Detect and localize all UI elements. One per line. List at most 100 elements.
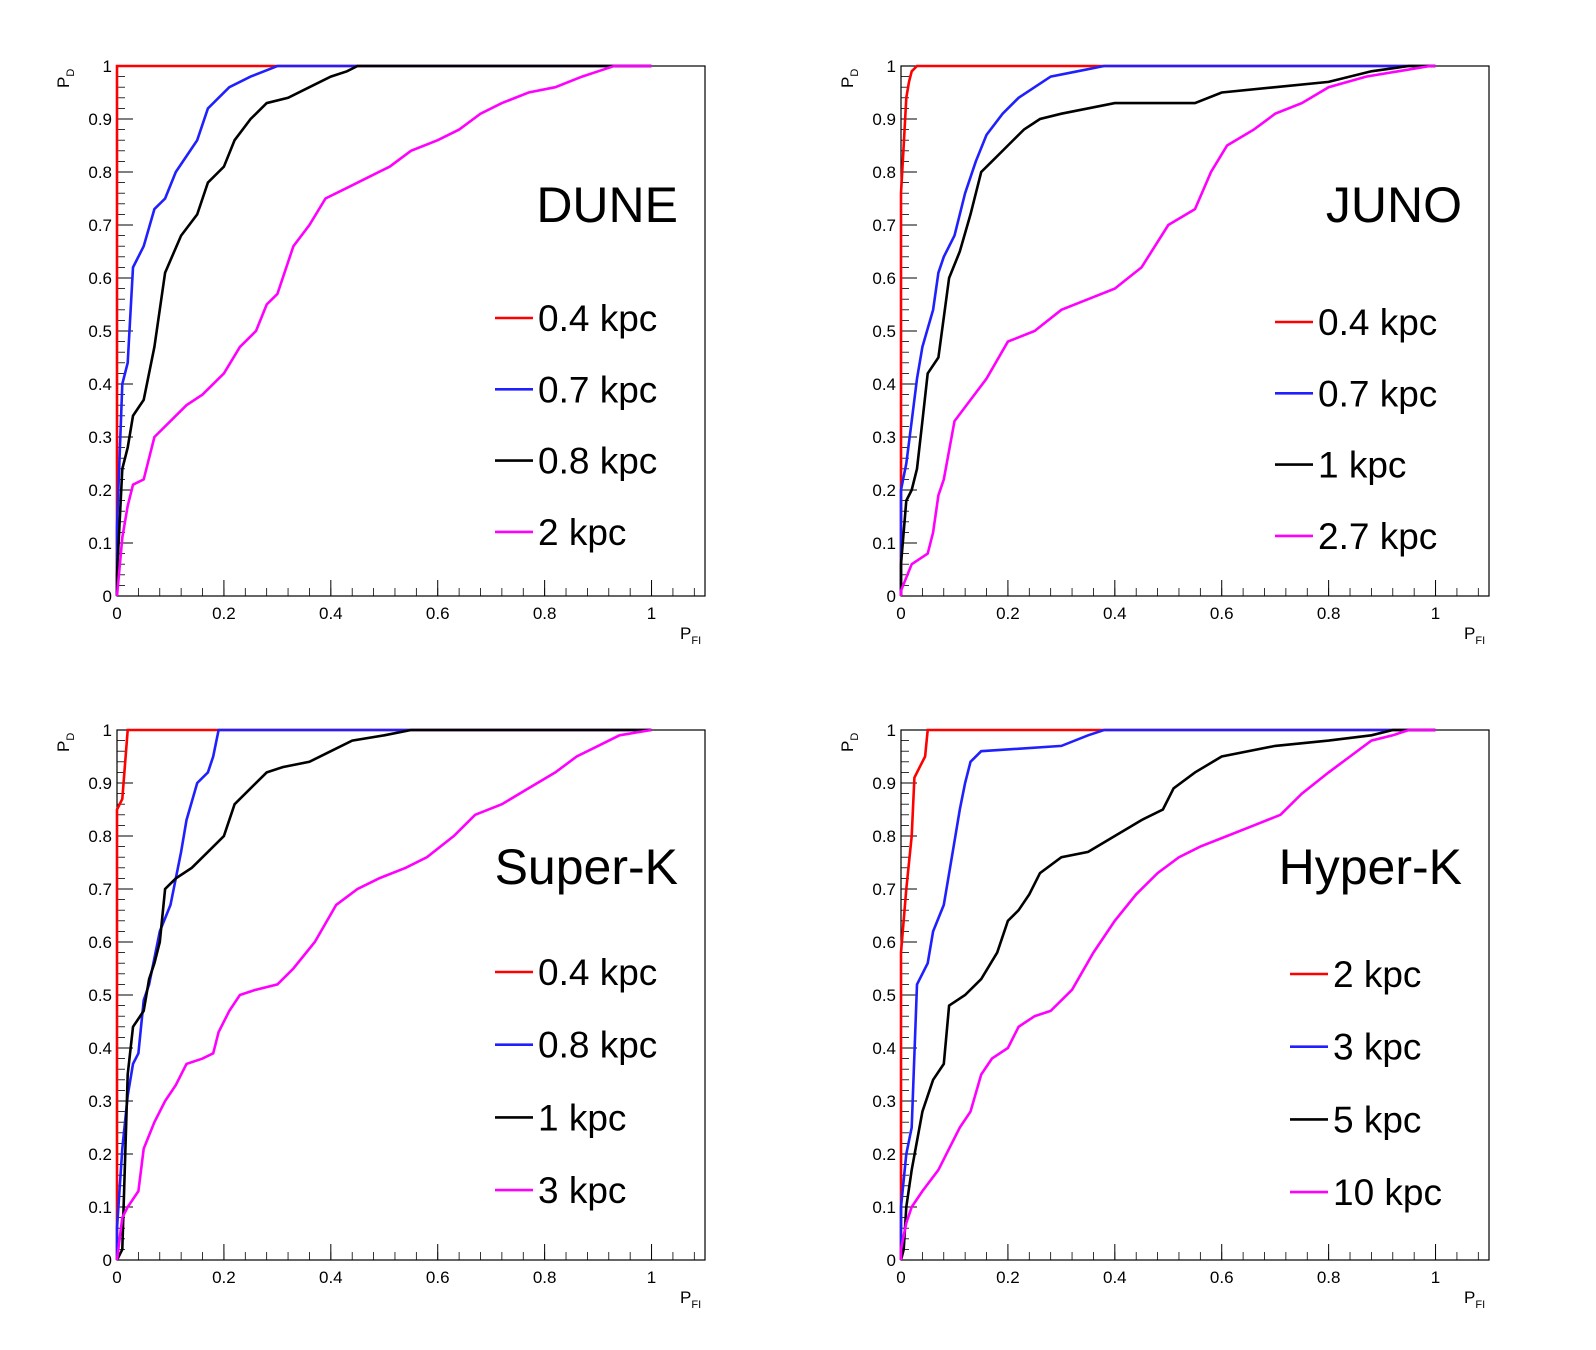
legend-label: 2 kpc (1333, 954, 1421, 995)
y-tick-label: 0 (887, 587, 896, 606)
series-line (899, 64, 1436, 596)
legend-label: 3 kpc (1333, 1027, 1421, 1068)
x-tick-label: 0 (896, 1268, 905, 1287)
y-tick-label: 1 (103, 721, 112, 740)
x-tick-label: 0.4 (319, 604, 343, 623)
legend-label: 0.4 kpc (1318, 302, 1437, 343)
y-tick-label: 0.5 (88, 322, 112, 341)
legend-label: 3 kpc (538, 1170, 626, 1211)
panel-title: DUNE (536, 177, 678, 233)
y-tick-label: 0.2 (872, 1145, 896, 1164)
y-axis-label: PD (54, 733, 77, 752)
panel-title: JUNO (1326, 177, 1462, 233)
y-tick-label: 0.3 (88, 428, 112, 447)
x-tick-label: 0.8 (533, 1268, 557, 1287)
x-tick-label: 1 (1431, 604, 1440, 623)
legend-label: 0.8 kpc (538, 441, 657, 482)
x-tick-label: 0.2 (996, 1268, 1020, 1287)
y-tick-label: 0.2 (88, 481, 112, 500)
y-tick-label: 0.2 (88, 1145, 112, 1164)
x-tick-label: 0.8 (1317, 604, 1341, 623)
series-line (899, 728, 1436, 1260)
legend-label: 0.7 kpc (538, 369, 657, 410)
legend-label: 2.7 kpc (1318, 516, 1437, 557)
series-line (899, 64, 1436, 596)
series-line (899, 728, 1436, 1261)
panel-hyper-k: 0 0.2 0.4 0.6 0.8 1 0 0.1 0.2 0.3 0.4 0.5 0.6 0.7 0.8 0… (838, 721, 1490, 1311)
series-line (899, 728, 1436, 1260)
x-tick-label: 0 (112, 1268, 121, 1287)
y-tick-label: 0.5 (872, 322, 896, 341)
y-tick-label: 0.6 (88, 269, 112, 288)
y-tick-label: 0 (103, 587, 112, 606)
x-tick-label: 0.2 (212, 1268, 236, 1287)
series-line (115, 64, 652, 597)
x-tick-label: 1 (647, 604, 656, 623)
x-axis-label: PFI (1464, 1288, 1485, 1311)
y-axis-label: PD (838, 69, 861, 88)
x-axis-label: PFI (680, 1288, 701, 1311)
x-axis-label: PFI (1464, 624, 1485, 647)
x-tick-label: 0.6 (426, 604, 450, 623)
panel-dune: 0 0.2 0.4 0.6 0.8 1 0 0.1 0.2 0.3 0.4 0.5 0.6 0.7 0.8 0… (54, 57, 706, 647)
series-line (899, 64, 1436, 596)
series-line (899, 728, 1436, 1260)
y-tick-label: 0.5 (872, 986, 896, 1005)
y-tick-label: 0.7 (872, 880, 896, 899)
x-tick-label: 0.4 (1103, 1268, 1127, 1287)
x-tick-label: 0.8 (1317, 1268, 1341, 1287)
panel-title: Super-K (495, 839, 678, 895)
x-tick-label: 1 (647, 1268, 656, 1287)
y-tick-label: 0.3 (872, 1092, 896, 1111)
y-tick-label: 0.2 (872, 481, 896, 500)
y-tick-label: 0.4 (88, 1039, 112, 1058)
y-tick-label: 0.6 (88, 933, 112, 952)
y-tick-label: 0.9 (88, 774, 112, 793)
y-tick-label: 0.3 (872, 428, 896, 447)
y-tick-label: 0.1 (88, 1198, 112, 1217)
legend-label: 0.8 kpc (538, 1025, 657, 1066)
x-tick-label: 0.6 (1210, 1268, 1234, 1287)
y-tick-label: 0.7 (88, 880, 112, 899)
y-tick-label: 0.4 (872, 375, 896, 394)
y-tick-label: 0.1 (872, 534, 896, 553)
y-tick-label: 0.6 (872, 933, 896, 952)
y-tick-label: 0.8 (872, 163, 896, 182)
x-tick-label: 0.4 (1103, 604, 1127, 623)
y-tick-label: 0.7 (88, 216, 112, 235)
series-line (115, 64, 652, 596)
legend-label: 0.4 kpc (538, 952, 657, 993)
y-tick-label: 0.1 (872, 1198, 896, 1217)
panel-juno: 0 0.2 0.4 0.6 0.8 1 0 0.1 0.2 0.3 0.4 0.5 0.6 0.7 0.8 0… (838, 57, 1490, 647)
legend-label: 0.7 kpc (1318, 373, 1437, 414)
y-tick-label: 0.6 (872, 269, 896, 288)
panel-super-k: 0 0.2 0.4 0.6 0.8 1 0 0.1 0.2 0.3 0.4 0.5 0.6 0.7 0.8 0… (54, 721, 706, 1311)
panel-title: Hyper-K (1279, 839, 1462, 895)
y-tick-label: 0.4 (872, 1039, 896, 1058)
x-tick-label: 0.6 (426, 1268, 450, 1287)
series-line (115, 64, 652, 596)
legend-label: 0.4 kpc (538, 298, 657, 339)
x-tick-label: 0.6 (1210, 604, 1234, 623)
y-tick-label: 0.5 (88, 986, 112, 1005)
legend-label: 2 kpc (538, 512, 626, 553)
series-line (115, 728, 652, 1261)
x-tick-label: 0.8 (533, 604, 557, 623)
x-tick-label: 0.4 (319, 1268, 343, 1287)
y-axis-label: PD (54, 69, 77, 88)
y-tick-label: 0.8 (872, 827, 896, 846)
y-tick-label: 0.3 (88, 1092, 112, 1111)
legend-label: 1 kpc (538, 1097, 626, 1138)
series-line (115, 728, 652, 1261)
y-tick-label: 0.4 (88, 375, 112, 394)
x-axis-label: PFI (680, 624, 701, 647)
y-tick-label: 0.9 (88, 110, 112, 129)
y-tick-label: 0.9 (872, 110, 896, 129)
y-tick-label: 0 (887, 1251, 896, 1270)
y-tick-label: 1 (103, 57, 112, 76)
x-tick-label: 0 (112, 604, 121, 623)
legend-label: 1 kpc (1318, 445, 1406, 486)
series-line (899, 64, 1436, 596)
y-tick-label: 0.1 (88, 534, 112, 553)
